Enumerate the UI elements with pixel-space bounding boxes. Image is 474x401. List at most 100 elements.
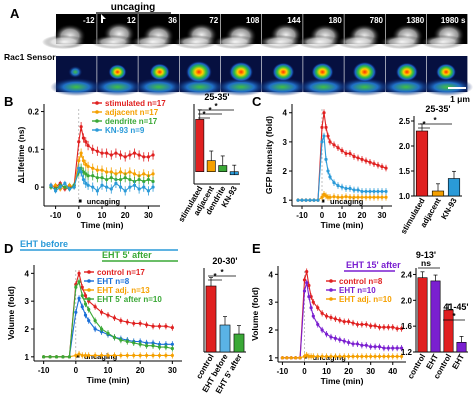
data-point	[132, 321, 136, 326]
data-point	[137, 187, 141, 191]
data-point	[309, 306, 313, 310]
data-point	[118, 153, 123, 157]
data-point	[74, 285, 78, 289]
bar	[205, 285, 217, 353]
data-point	[338, 354, 342, 359]
legend-marker	[87, 288, 91, 292]
x-tick-label: 30	[378, 211, 387, 220]
data-point	[123, 176, 127, 180]
legend-label: EHT adj. n=13	[97, 286, 150, 295]
legend-marker	[87, 270, 91, 274]
data-point	[316, 354, 320, 359]
bar	[206, 160, 216, 172]
data-point	[386, 346, 390, 350]
data-point	[105, 151, 109, 155]
data-point	[340, 195, 344, 199]
frame-time-label: 72	[209, 16, 218, 25]
data-point	[146, 177, 150, 182]
x-tick-label: 0	[77, 211, 82, 220]
data-point	[386, 354, 390, 359]
significance-star: *	[220, 268, 224, 277]
image-frame: 1380	[379, 14, 432, 96]
y-tick-label: 2.5	[399, 117, 411, 126]
image-frame: -12	[42, 14, 103, 96]
data-point	[87, 353, 91, 358]
data-point	[395, 327, 399, 331]
data-point	[285, 356, 289, 360]
y-tick-label: 4	[25, 269, 30, 278]
dendrite-image	[212, 35, 257, 49]
data-point	[342, 339, 346, 343]
data-point	[328, 140, 332, 144]
image-frame: 108	[212, 14, 268, 96]
data-point	[386, 325, 390, 329]
legend-marker	[329, 297, 333, 301]
data-point	[332, 181, 336, 185]
frame-time-label: 36	[168, 16, 177, 25]
data-point	[372, 189, 376, 194]
data-point	[109, 170, 113, 174]
image-frame: 12	[91, 14, 144, 96]
lifetime-dendrite	[173, 78, 226, 96]
eht-15-after-label: EHT 15' after	[346, 260, 401, 270]
ns-label: ns	[421, 258, 431, 268]
data-point	[382, 354, 386, 359]
x-tick-label: -10	[277, 367, 289, 376]
data-point	[316, 322, 320, 327]
chart-b: 0 0.1 0.2 -10 0 10 20 30 Time (min) ΔLifetime (ns…	[16, 99, 166, 230]
frame-time-label: 780	[370, 16, 384, 25]
y-tick-label: 1	[269, 354, 274, 363]
data-point	[99, 327, 104, 331]
y-tick-label: 3	[269, 298, 274, 307]
data-point	[360, 343, 364, 347]
data-point	[93, 319, 97, 323]
chart-d: EHT before EHT 5' after 1 2 3 4 -10 0 10 20 30 Time…	[6, 239, 182, 385]
data-point	[368, 195, 372, 199]
bar-chart-e: 1.21.62.02.4controlEHTcontrolEHT*9-13'ns…	[401, 250, 469, 380]
data-point	[106, 331, 110, 335]
data-point	[333, 336, 337, 340]
data-point	[305, 281, 309, 285]
y-axis-label: GFP Intensity (fold)	[264, 116, 274, 194]
uncaging-label: uncaging	[330, 197, 364, 206]
data-point	[128, 153, 132, 157]
panel-d-letter: D	[4, 241, 13, 256]
data-point	[307, 354, 311, 359]
data-point	[170, 342, 174, 346]
series	[280, 268, 404, 360]
data-point	[151, 179, 155, 184]
data-point	[48, 355, 52, 359]
lifetime-spine	[68, 66, 83, 78]
data-point	[80, 294, 84, 298]
panel-a: A uncaging Rac1 Sensor -12 12 36 72 108 144 18…	[4, 2, 474, 104]
data-point	[382, 346, 386, 350]
data-point	[114, 172, 118, 176]
lifetime-dendrite	[379, 78, 432, 96]
data-point	[164, 345, 168, 349]
data-point	[145, 344, 149, 348]
data-point	[395, 354, 399, 359]
data-point	[100, 168, 104, 172]
data-point	[138, 353, 142, 358]
legend-label: dendrite n=17	[105, 117, 158, 126]
data-point	[355, 322, 360, 327]
data-point	[348, 195, 352, 199]
dendrite-image	[42, 35, 86, 49]
lifetime-spine	[352, 61, 377, 83]
data-point	[340, 149, 344, 153]
x-tick-label: 30	[144, 211, 153, 220]
image-frame: 180	[297, 14, 350, 96]
bar	[447, 178, 461, 197]
bar-chart-title: 20-30'	[212, 256, 237, 266]
data-point	[320, 195, 324, 199]
data-point	[114, 181, 118, 185]
data-point	[351, 321, 355, 325]
data-point	[61, 355, 65, 359]
data-point	[77, 280, 81, 284]
bar	[233, 333, 245, 353]
data-point	[151, 153, 155, 157]
uncaging-label: uncaging	[312, 353, 346, 362]
bar-chart-title: 25-35'	[204, 92, 229, 102]
data-point	[311, 300, 315, 304]
